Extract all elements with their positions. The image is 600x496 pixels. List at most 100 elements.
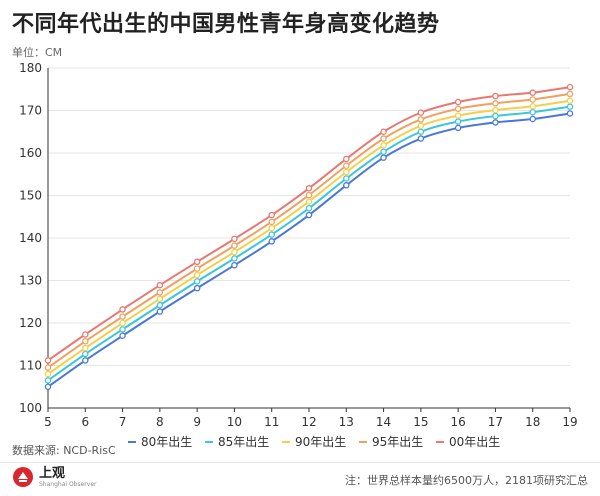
data-point[interactable] — [492, 106, 499, 114]
x-tick-label: 17 — [488, 415, 503, 429]
data-point[interactable] — [454, 118, 462, 125]
data-point[interactable] — [82, 357, 89, 364]
data-point[interactable] — [268, 224, 275, 232]
data-point[interactable] — [566, 90, 574, 98]
legend-item-4[interactable]: 00年出生 — [436, 435, 500, 449]
data-point[interactable] — [82, 338, 89, 345]
data-point[interactable] — [380, 154, 387, 161]
footnote: 注：世界总样本量约6500万人，2181项研究汇总 — [345, 474, 588, 487]
data-point[interactable] — [119, 306, 126, 313]
data-point[interactable] — [343, 182, 350, 189]
data-point[interactable] — [268, 238, 275, 245]
data-point[interactable] — [305, 191, 313, 199]
y-tick-label: 160 — [19, 146, 42, 160]
data-point[interactable] — [417, 116, 425, 123]
brand-mark-icon — [13, 467, 33, 487]
data-point[interactable] — [268, 218, 275, 226]
data-point[interactable] — [305, 185, 313, 192]
data-point[interactable] — [268, 231, 275, 238]
data-point[interactable] — [380, 128, 387, 135]
data-point[interactable] — [529, 103, 536, 110]
data-point[interactable] — [231, 255, 238, 262]
data-point[interactable] — [492, 119, 499, 126]
data-point[interactable] — [380, 142, 387, 149]
data-point[interactable] — [44, 357, 52, 364]
data-point[interactable] — [343, 168, 350, 176]
y-tick-label: 120 — [19, 316, 42, 330]
data-point[interactable] — [529, 96, 536, 103]
data-point[interactable] — [492, 112, 499, 120]
data-point[interactable] — [156, 308, 164, 315]
data-point[interactable] — [119, 313, 126, 320]
data-point[interactable] — [566, 97, 574, 104]
x-tick-label: 5 — [44, 415, 52, 429]
data-point[interactable] — [529, 115, 536, 123]
data-point[interactable] — [82, 350, 89, 358]
x-tick-label: 18 — [525, 415, 540, 429]
y-tick-label: 180 — [19, 61, 42, 75]
data-point[interactable] — [343, 155, 350, 163]
x-tick-label: 12 — [301, 415, 316, 429]
data-point[interactable] — [156, 295, 164, 303]
data-point[interactable] — [454, 124, 462, 132]
data-point[interactable] — [529, 108, 536, 116]
data-point[interactable] — [305, 211, 313, 219]
data-point[interactable] — [380, 148, 387, 155]
data-point[interactable] — [566, 83, 574, 91]
data-point[interactable] — [44, 377, 52, 384]
data-point[interactable] — [119, 332, 126, 339]
data-point[interactable] — [156, 301, 164, 309]
data-point[interactable] — [566, 103, 574, 110]
data-point[interactable] — [231, 261, 238, 269]
legend-item-1[interactable]: 85年出生 — [205, 435, 269, 449]
data-point[interactable] — [305, 198, 313, 205]
data-point[interactable] — [119, 326, 126, 333]
data-point[interactable] — [566, 110, 574, 117]
x-tick-label: 16 — [451, 415, 466, 429]
legend[interactable]: 80年出生 85年出生 90年出生 95年出生 00年出生 — [128, 435, 500, 449]
data-point[interactable] — [492, 100, 499, 107]
x-tick-label: 13 — [339, 415, 354, 429]
series-line-1 — [47, 105, 571, 382]
data-point[interactable] — [417, 109, 425, 116]
data-point[interactable] — [380, 135, 387, 142]
data-point[interactable] — [193, 271, 201, 279]
data-point[interactable] — [82, 331, 89, 338]
data-point[interactable] — [529, 89, 536, 96]
data-point[interactable] — [305, 204, 313, 212]
brand-logo[interactable]: 上观 Shanghai Observer — [12, 466, 96, 488]
x-tick-label: 10 — [227, 415, 242, 429]
data-point[interactable] — [417, 135, 425, 142]
x-tick-label: 11 — [264, 415, 279, 429]
grid-lines — [48, 67, 570, 366]
data-point[interactable] — [44, 383, 52, 390]
legend-item-2[interactable]: 90年出生 — [282, 435, 346, 449]
data-point[interactable] — [268, 211, 275, 219]
axes: 100 110 120 130 140 150 160 170 180 5 6 7 8 9 10 11 12 13… — [19, 61, 578, 429]
data-point[interactable] — [193, 278, 201, 285]
data-point[interactable] — [454, 112, 462, 119]
data-point[interactable] — [193, 258, 201, 266]
data-point[interactable] — [44, 370, 52, 378]
data-point[interactable] — [454, 98, 462, 106]
data-point[interactable] — [193, 284, 201, 292]
data-point[interactable] — [156, 289, 164, 296]
data-point[interactable] — [193, 265, 201, 272]
legend-label: 90年出生 — [295, 435, 346, 449]
data-point[interactable] — [417, 128, 425, 135]
data-point[interactable] — [119, 319, 126, 327]
data-point[interactable] — [492, 92, 499, 100]
data-point[interactable] — [417, 122, 425, 130]
data-point[interactable] — [156, 281, 164, 289]
data-point[interactable] — [454, 105, 462, 113]
legend-item-3[interactable]: 95年出生 — [359, 435, 423, 449]
data-point[interactable] — [231, 235, 238, 243]
data-point[interactable] — [44, 364, 52, 371]
data-point[interactable] — [231, 242, 238, 249]
data-point[interactable] — [231, 248, 238, 256]
data-point[interactable] — [82, 344, 89, 352]
data-point[interactable] — [343, 162, 350, 169]
x-tick-label: 8 — [156, 415, 164, 429]
data-point[interactable] — [343, 175, 350, 182]
legend-item-0[interactable]: 80年出生 — [128, 435, 192, 449]
